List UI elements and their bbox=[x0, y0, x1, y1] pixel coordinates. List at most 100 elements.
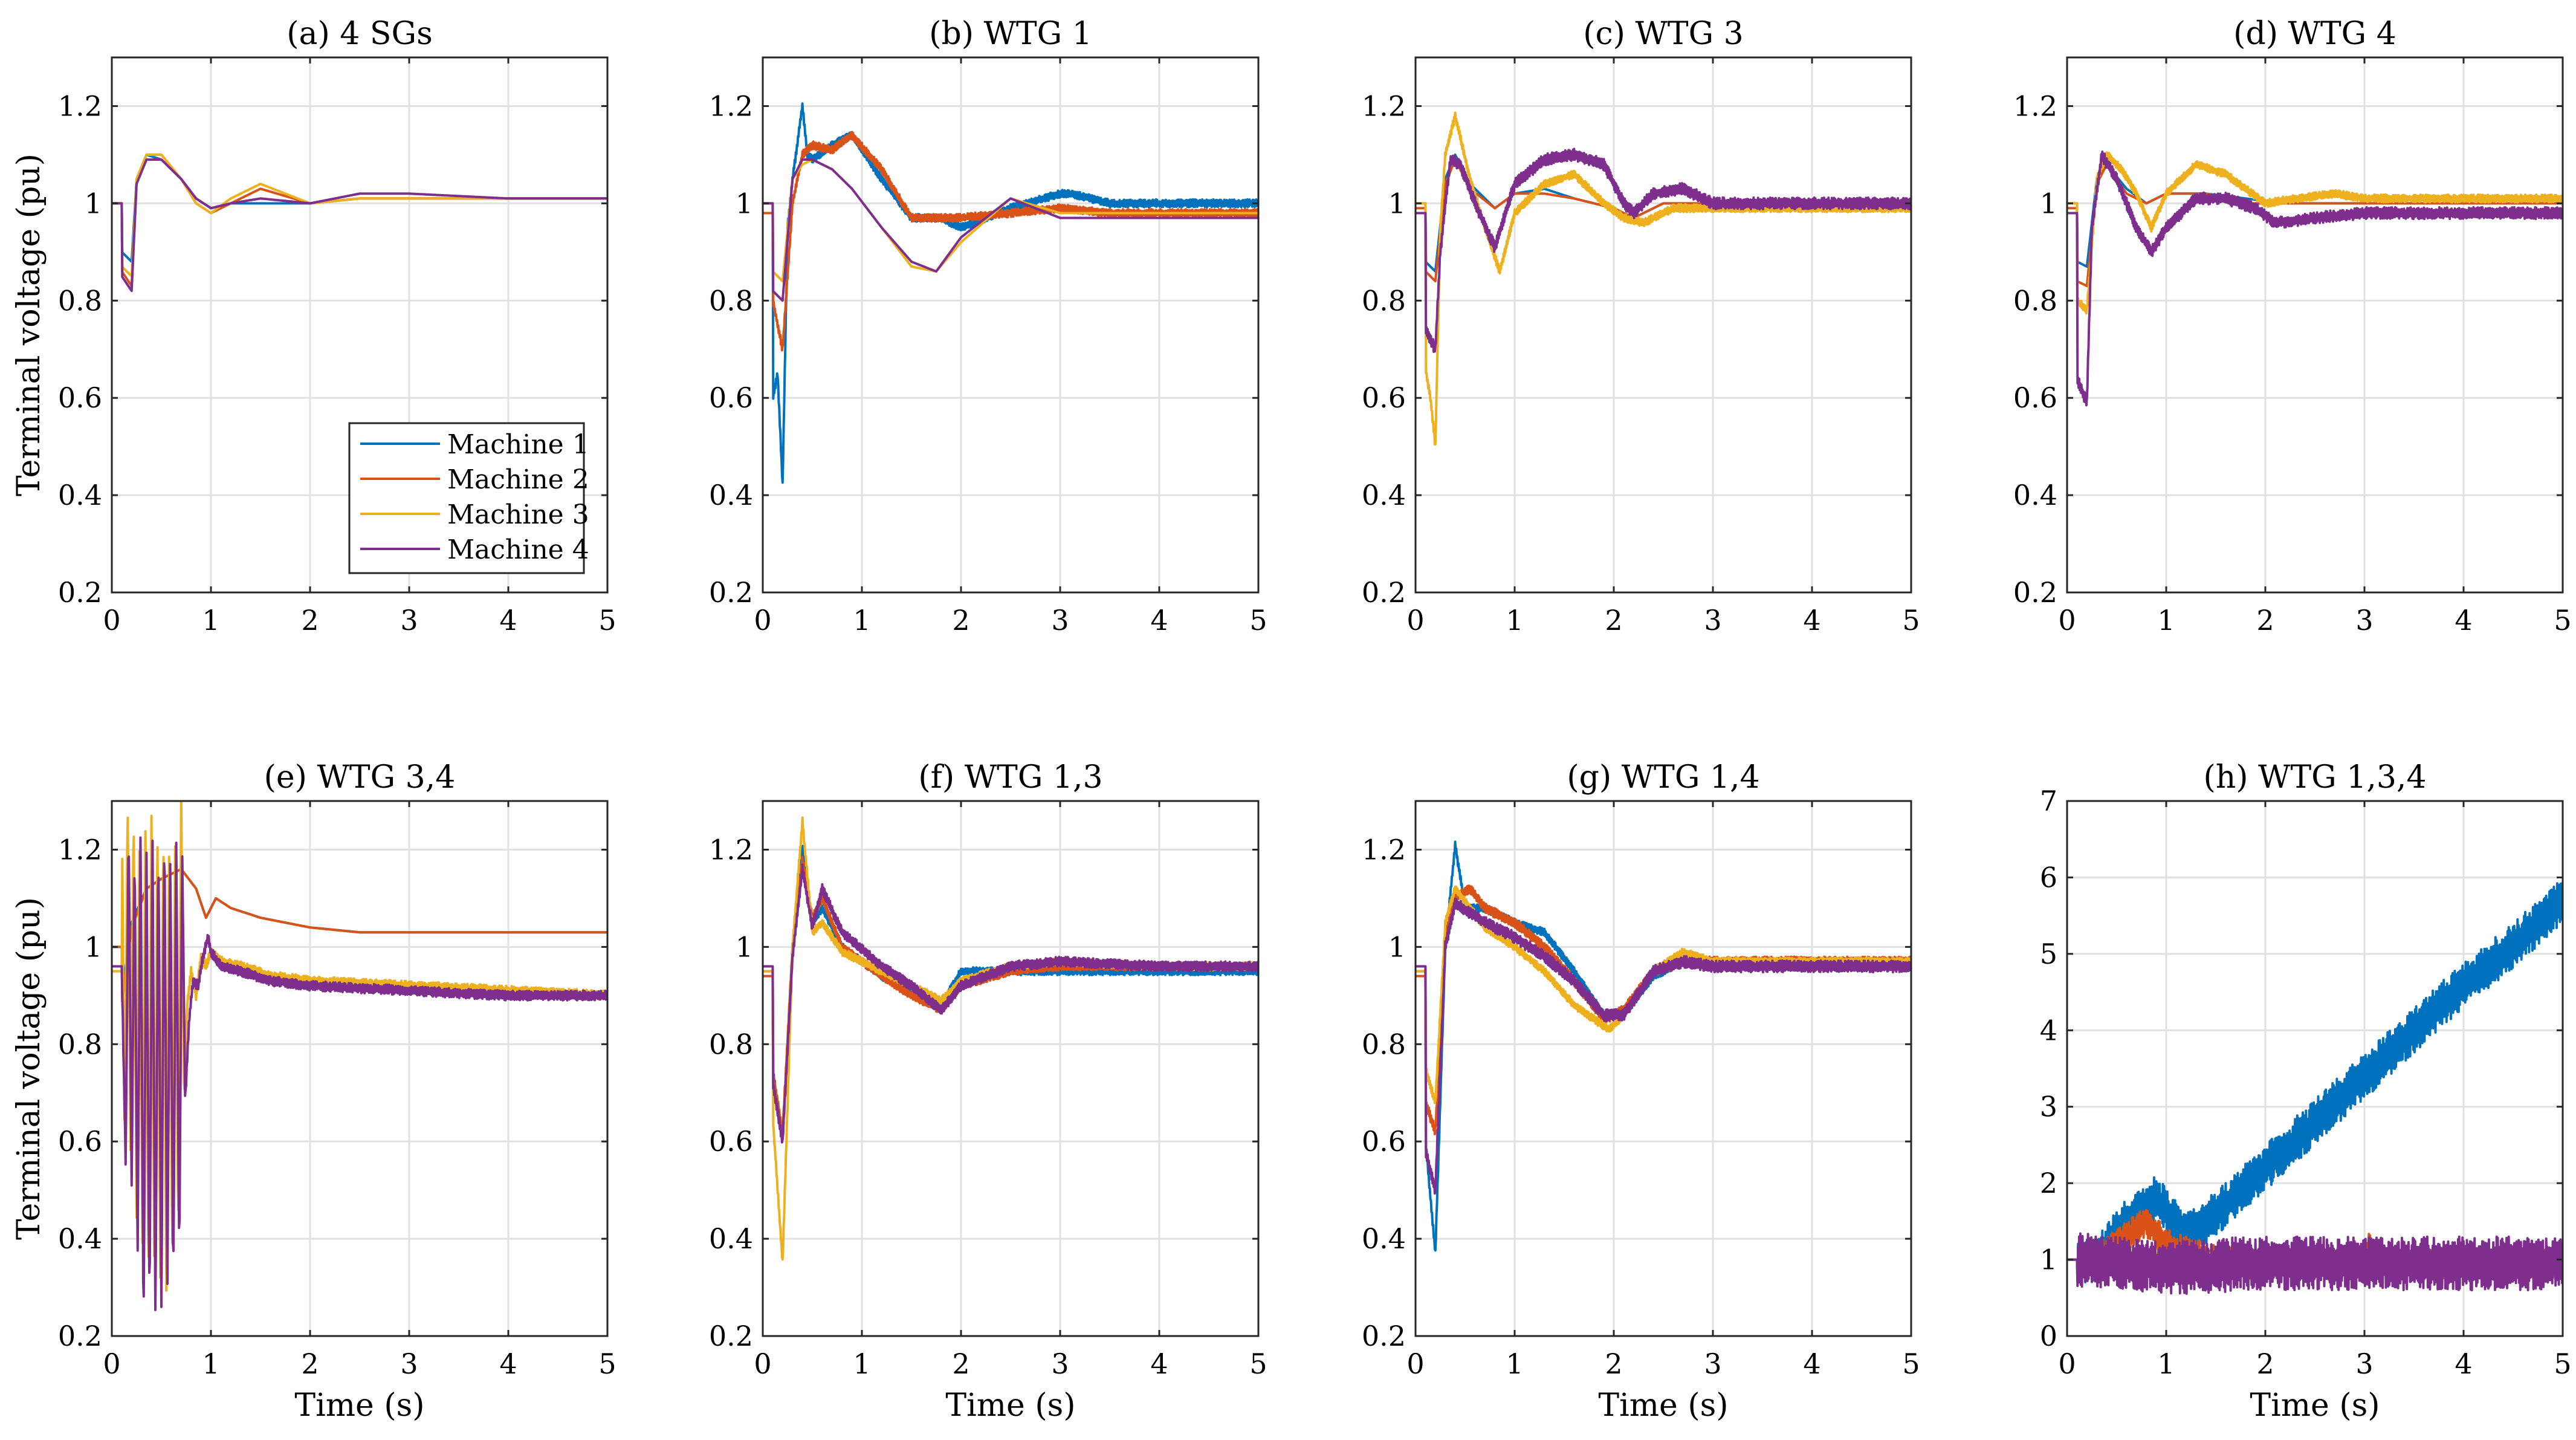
axes-box bbox=[2066, 800, 2564, 1337]
x-tick-label: 0 bbox=[754, 1348, 771, 1380]
subplot-3: 0 1 2 3 4 5 0.2 0.4 0.6 0.8 1 1.2 (d) WTG 4 bbox=[2013, 16, 2572, 637]
x-tick-label: 5 bbox=[1902, 604, 1920, 637]
x-tick-label: 2 bbox=[1605, 1348, 1622, 1380]
x-tick-label: 1 bbox=[202, 1348, 219, 1380]
y-tick-label: 1 bbox=[85, 187, 102, 219]
x-tick-label: 2 bbox=[301, 604, 319, 637]
y-tick-label: 0 bbox=[2040, 1320, 2057, 1352]
x-tick-label: 5 bbox=[2554, 1348, 2571, 1380]
x-tick-label: 0 bbox=[1406, 604, 1424, 637]
y-tick-label: 0.2 bbox=[58, 1320, 102, 1352]
x-tick-label: 2 bbox=[2256, 604, 2274, 637]
x-tick-label: 4 bbox=[499, 1348, 517, 1380]
subplot-4: 0 1 2 3 4 5 0.2 0.4 0.6 0.8 1 1.2 (e) WTG 3,4 Time (s… bbox=[11, 759, 616, 1424]
y-tick-label: 1.2 bbox=[709, 833, 753, 866]
y-tick-label: 1 bbox=[2040, 187, 2057, 219]
x-tick-label: 1 bbox=[1506, 1348, 1523, 1380]
y-tick-label: 0.4 bbox=[1362, 1222, 1406, 1255]
subplot-0: 0 1 2 3 4 5 0.2 0.4 0.6 0.8 1 1.2 (a) 4 SGs Terminal … bbox=[11, 16, 616, 637]
y-tick-label: 0.6 bbox=[2013, 381, 2057, 414]
y-tick-label: 0.2 bbox=[709, 576, 753, 609]
y-tick-label: 0.8 bbox=[1362, 1028, 1406, 1060]
x-tick-label: 5 bbox=[2554, 604, 2571, 637]
y-tick-label: 2 bbox=[2040, 1167, 2057, 1199]
y-tick-label: 0.2 bbox=[1362, 576, 1406, 609]
x-tick-label: 3 bbox=[1051, 604, 1069, 637]
x-tick-label: 2 bbox=[301, 1348, 319, 1380]
x-axis-label: Time (s) bbox=[1598, 1387, 1728, 1424]
y-tick-label: 0.2 bbox=[709, 1320, 753, 1352]
y-tick-label: 1.2 bbox=[2013, 89, 2057, 122]
y-tick-label: 3 bbox=[2040, 1091, 2057, 1123]
x-tick-label: 3 bbox=[1704, 604, 1721, 637]
series-line-4 bbox=[112, 836, 607, 1311]
series-line-4 bbox=[1416, 148, 1911, 353]
y-tick-label: 0.2 bbox=[1362, 1320, 1406, 1352]
x-axis-label: Time (s) bbox=[2250, 1387, 2380, 1424]
x-tick-label: 5 bbox=[598, 1348, 616, 1380]
x-axis-label: Time (s) bbox=[945, 1387, 1075, 1424]
y-tick-label: 1 bbox=[85, 930, 102, 963]
x-tick-label: 0 bbox=[2058, 1348, 2076, 1380]
x-tick-label: 3 bbox=[400, 604, 418, 637]
x-tick-label: 4 bbox=[1150, 1348, 1168, 1380]
y-tick-label: 0.8 bbox=[2013, 284, 2057, 317]
y-tick-label: 6 bbox=[2040, 861, 2057, 894]
series-line-2 bbox=[763, 131, 1258, 352]
axes-box bbox=[111, 56, 609, 594]
subplot-title: (d) WTG 4 bbox=[2233, 16, 2396, 52]
y-tick-label: 1 bbox=[1388, 187, 1406, 219]
y-tick-label: 0.4 bbox=[58, 1222, 102, 1255]
series-line-4 bbox=[2067, 151, 2563, 407]
y-tick-label: 0.6 bbox=[709, 381, 753, 414]
subplot-title: (a) 4 SGs bbox=[286, 16, 433, 52]
y-tick-label: 4 bbox=[2040, 1014, 2057, 1046]
y-tick-label: 7 bbox=[2040, 785, 2057, 817]
series-line-2 bbox=[112, 868, 607, 1003]
x-tick-label: 0 bbox=[1406, 1348, 1424, 1380]
x-tick-label: 2 bbox=[952, 1348, 969, 1380]
y-tick-label: 1 bbox=[736, 187, 753, 219]
x-tick-label: 1 bbox=[202, 604, 219, 637]
x-tick-label: 2 bbox=[952, 604, 969, 637]
x-tick-label: 2 bbox=[1605, 604, 1622, 637]
x-tick-label: 4 bbox=[1803, 1348, 1820, 1380]
y-tick-label: 1 bbox=[1388, 930, 1406, 963]
series-line-4 bbox=[1416, 898, 1911, 1195]
y-tick-label: 0.8 bbox=[709, 1028, 753, 1060]
y-tick-label: 0.8 bbox=[58, 1028, 102, 1060]
x-axis-label: Time (s) bbox=[294, 1387, 424, 1424]
x-tick-label: 5 bbox=[1249, 1348, 1267, 1380]
y-tick-label: 1.2 bbox=[709, 89, 753, 122]
y-tick-label: 0.4 bbox=[709, 479, 753, 511]
y-tick-label: 1 bbox=[2040, 1244, 2057, 1276]
x-tick-label: 5 bbox=[1249, 604, 1267, 637]
legend: Machine 1 Machine 2 Machine 3 Machine 4 bbox=[348, 422, 589, 574]
x-tick-label: 5 bbox=[598, 604, 616, 637]
x-tick-label: 2 bbox=[2256, 1348, 2274, 1380]
legend-label-4: Machine 4 bbox=[447, 534, 589, 565]
x-tick-label: 3 bbox=[400, 1348, 418, 1380]
y-axis-label: Terminal voltage (pu) bbox=[11, 897, 47, 1240]
subplot-title: (f) WTG 1,3 bbox=[918, 759, 1102, 796]
y-tick-label: 1 bbox=[736, 930, 753, 963]
x-tick-label: 1 bbox=[853, 604, 870, 637]
y-tick-label: 1.2 bbox=[1362, 89, 1406, 122]
axes-box bbox=[762, 800, 1260, 1337]
subplot-5: 0 1 2 3 4 5 0.2 0.4 0.6 0.8 1 1.2 (f) WTG 1,3 Time (s… bbox=[709, 759, 1267, 1424]
y-tick-label: 5 bbox=[2040, 938, 2057, 970]
subplot-6: 0 1 2 3 4 5 0.2 0.4 0.6 0.8 1 1.2 (g) WTG 1,4 Time (s… bbox=[1362, 759, 1920, 1424]
y-axis-label: Terminal voltage (pu) bbox=[11, 154, 47, 496]
series-line-1 bbox=[2067, 882, 2563, 1283]
series-line-4 bbox=[763, 158, 1258, 302]
x-tick-label: 3 bbox=[2355, 1348, 2373, 1380]
subplot-1: 0 1 2 3 4 5 0.2 0.4 0.6 0.8 1 1.2 (b) WTG 1 bbox=[709, 16, 1267, 637]
y-tick-label: 0.6 bbox=[1362, 1125, 1406, 1158]
series-line-1 bbox=[763, 102, 1258, 484]
y-tick-label: 0.2 bbox=[58, 576, 102, 609]
y-tick-label: 0.4 bbox=[2013, 479, 2057, 511]
axes-box bbox=[1414, 56, 1912, 594]
series-line-4 bbox=[2067, 1232, 2563, 1295]
y-tick-label: 0.4 bbox=[709, 1222, 753, 1255]
legend-label-3: Machine 3 bbox=[447, 499, 589, 530]
